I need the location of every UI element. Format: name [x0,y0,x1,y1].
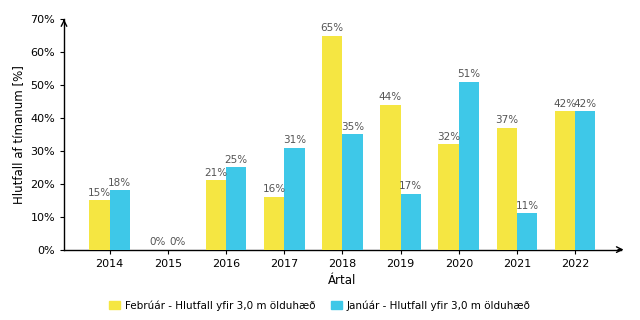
Bar [380,105,401,250]
Bar [322,36,342,250]
Text: 42%: 42% [573,99,597,109]
Bar [264,197,284,250]
Legend: Febrúár - Hlutfall yfir 3,0 m ölduhæð, Janúár - Hlutfall yfir 3,0 m ölduhæð: Febrúár - Hlutfall yfir 3,0 m ölduhæð, J… [105,296,535,315]
Bar [342,134,363,250]
Text: 32%: 32% [437,132,460,142]
Bar [575,111,595,250]
Bar [497,128,517,250]
Text: 17%: 17% [399,181,422,191]
Text: 31%: 31% [283,135,306,145]
Text: 0%: 0% [170,237,186,247]
Bar [284,148,305,250]
Text: 25%: 25% [225,155,248,165]
Bar [517,213,538,250]
Text: 18%: 18% [108,178,131,188]
Bar [205,180,226,250]
Bar [401,194,421,250]
Bar [109,190,130,250]
Text: 15%: 15% [88,188,111,197]
Bar [459,82,479,250]
Bar [226,167,246,250]
Text: 35%: 35% [341,122,364,132]
Text: 37%: 37% [495,115,518,125]
Text: 11%: 11% [516,201,539,211]
Text: 21%: 21% [204,168,227,178]
Bar [555,111,575,250]
Text: 16%: 16% [262,184,285,194]
Text: 65%: 65% [321,23,344,33]
Text: 42%: 42% [554,99,577,109]
Bar [438,144,459,250]
Text: 0%: 0% [150,237,166,247]
Text: 51%: 51% [458,69,481,79]
Text: 44%: 44% [379,92,402,102]
Y-axis label: Hlutfall af tímanum [%]: Hlutfall af tímanum [%] [12,65,25,204]
X-axis label: Ártal: Ártal [328,274,356,287]
Bar [90,200,109,250]
